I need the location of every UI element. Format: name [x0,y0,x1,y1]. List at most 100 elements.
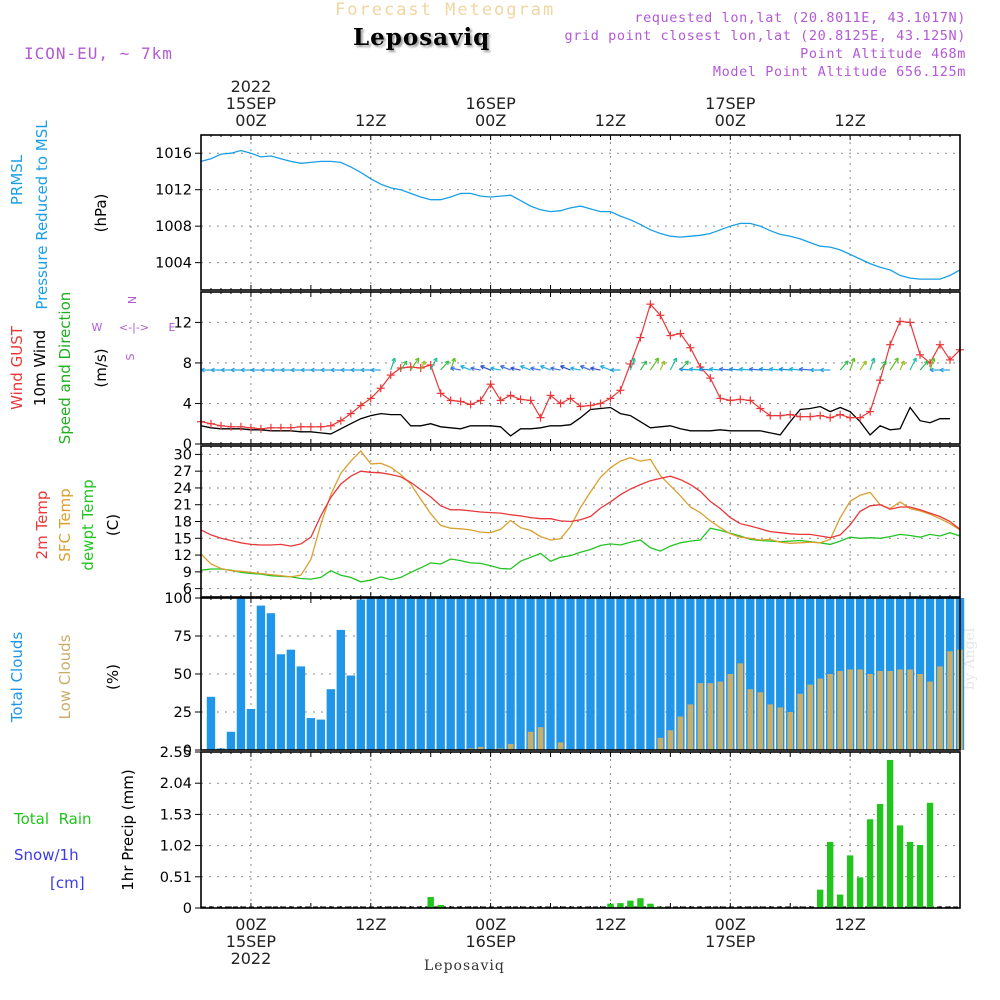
arrow-head [718,368,723,372]
arrow-shaft [779,368,791,371]
wind-gust-marker [826,413,835,422]
arrow-shaft [590,367,601,371]
low-clouds-bar [817,678,823,750]
ytick-label-wind: 4 [183,396,192,412]
low-clouds-bar [767,704,774,750]
wind-gust-marker [716,394,725,403]
pressure-label: PRMSL [8,154,26,205]
arrow-shaft [500,365,511,371]
arrow-head [819,369,824,373]
ytick-label-clouds: 50 [174,667,192,683]
total-clouds-bar [336,629,346,750]
wind-gust-marker [736,395,745,404]
arrow-head [310,369,315,373]
wind-gust-marker [676,329,685,338]
arrow-shaft [859,360,867,371]
arrow-head [451,357,456,362]
wind-gust-marker [256,424,265,433]
arrow-head [862,360,867,364]
total-clouds-bar [506,598,515,750]
arrow-shaft [430,357,438,371]
arrow-head [510,367,515,372]
pressure-unit: (hPa) [92,194,110,233]
wind-gust-marker [466,400,475,409]
wind-direction-arrow [390,357,397,371]
wind-direction-arrow [929,367,941,373]
arrow-shaft [440,360,450,371]
arrow-shaft [520,365,531,371]
arrow-head [421,360,426,364]
arrow-shaft [480,365,491,371]
arrow-shaft [629,357,636,371]
low-clouds-bar [727,674,734,750]
wind-gust-marker [386,371,395,380]
ytick-label-precip: 0 [183,901,192,917]
arrow-shaft [759,368,771,371]
wind-direction-arrow [649,357,660,371]
time-label-top: 00Z [235,111,266,130]
ytick-label-temp: 18 [174,515,192,531]
snow-label: Snow/1h [14,846,79,864]
wind-gust-marker [266,423,275,432]
total-clouds-bar [316,719,326,750]
wind-direction-arrow [919,360,929,371]
total-clouds-bar [696,598,705,750]
wind-gust-marker [596,399,605,408]
wind-gust-marker [776,411,785,420]
total-clouds-bar [636,598,645,750]
arrow-head [698,368,703,372]
wind-direction-arrow [599,364,611,371]
wind-direction-arrow [340,367,351,373]
total-clouds-bar [226,731,236,750]
wind-gust-marker [576,402,585,411]
ytick-label-precip: 2.04 [160,776,192,792]
low-clouds-bar [717,681,724,750]
wind-direction-arrow [718,366,731,372]
wind-direction-arrow [669,357,678,371]
arrow-shaft [929,357,935,371]
arrow-shaft [789,368,801,371]
ytick-label-clouds: 100 [164,591,192,607]
wind-gust-marker [756,404,765,413]
total-clouds-bar [806,598,815,750]
total-clouds-bar [626,598,635,750]
low-clouds-bar [687,704,694,750]
total-clouds-bar [246,708,256,750]
wind-gust-marker [916,350,925,359]
arrow-head [530,367,535,372]
ytick-label-pressure: 1016 [155,146,192,162]
wind-direction-arrow [540,364,551,371]
wind-direction-arrow [260,367,271,373]
total-clouds-bar [496,598,505,750]
wind-gust-marker [586,401,595,410]
ytick-label-clouds: 75 [174,629,192,645]
wind-direction-arrow [899,360,906,371]
total-clouds-bar [606,598,615,750]
panel-frame-clouds [200,597,961,751]
wind-direction-arrow [698,366,711,372]
wind-gust-marker [376,384,385,393]
wind-direction-arrow [809,367,821,373]
wind-direction-arrow [320,367,331,373]
low-clouds-bar [867,674,873,750]
wind-direction-arrow [859,360,867,371]
time-label-bottom: 00Z [235,915,266,934]
total-clouds-bar [266,613,276,750]
arrow-shaft [580,365,591,371]
wind-gust-marker [686,343,695,352]
rain-bar [906,841,914,908]
arrow-shaft [839,360,849,371]
time-label-bottom: 12Z [595,915,626,934]
total-clouds-bar [366,598,375,750]
time-label-top: 17SEP [705,94,756,113]
arrow-head [728,368,733,372]
wind-direction-arrow [748,366,761,372]
arrow-shaft [919,360,929,371]
panel-frame-temp [200,445,961,598]
arrow-head [391,357,396,362]
total-clouds-bar [206,696,216,750]
low-clouds-bar [697,683,704,750]
arrow-head [900,360,905,364]
arrow-shaft [460,365,471,371]
forecast-meteogram-subtitle: Forecast Meteogram [335,0,556,20]
